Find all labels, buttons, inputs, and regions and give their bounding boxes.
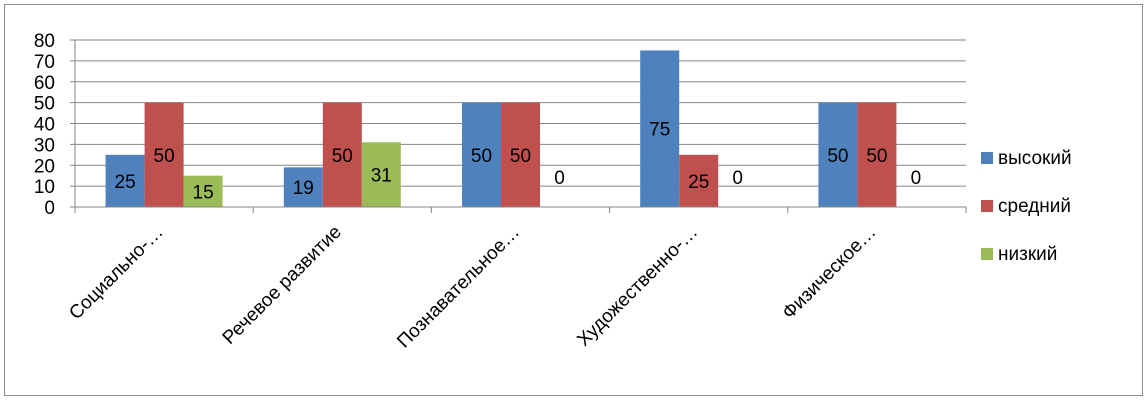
legend-swatch: [981, 152, 993, 164]
y-tick-label: 20: [34, 156, 55, 177]
data-label: 50: [154, 146, 175, 167]
bars: [105, 50, 897, 207]
data-label: 25: [688, 172, 709, 193]
bar: [501, 102, 540, 207]
bar: [144, 102, 184, 207]
data-label: 0: [554, 168, 565, 189]
x-tick-label: Физическое…: [779, 222, 881, 324]
legend-label: низкий: [998, 244, 1057, 265]
legend-label: высокий: [998, 148, 1072, 169]
bar: [283, 167, 323, 207]
y-tick-label: 10: [34, 177, 55, 198]
bar: [818, 102, 858, 207]
bar: [322, 102, 362, 207]
x-tick-label: Речевое развитие: [219, 222, 346, 349]
bar: [679, 154, 719, 207]
data-label: 75: [649, 120, 670, 141]
legend-swatch: [981, 248, 993, 260]
data-label: 31: [371, 166, 392, 187]
legend-swatch: [981, 200, 993, 212]
y-tick-label: 30: [34, 135, 55, 156]
legend-label: средний: [998, 196, 1071, 217]
bar: [361, 142, 401, 207]
bar: [462, 102, 501, 207]
y-tick-label: 80: [34, 31, 55, 52]
bar: [857, 102, 897, 207]
y-tick-label: 70: [34, 52, 55, 73]
data-label: 50: [471, 146, 492, 167]
data-label: 50: [510, 146, 531, 167]
y-tick-label: 50: [34, 94, 55, 115]
data-label: 25: [115, 172, 136, 193]
bar: [640, 50, 680, 207]
data-label: 15: [193, 182, 214, 203]
bar: [105, 154, 145, 207]
x-tick-label: Познавательное…: [393, 222, 524, 353]
legend: высокий средний низкий: [981, 148, 1072, 265]
data-label: 0: [911, 168, 922, 189]
y-tick-label: 60: [34, 73, 55, 94]
bar: [183, 175, 223, 207]
data-label: 50: [332, 146, 353, 167]
data-label: 0: [732, 168, 743, 189]
y-tick-label: 40: [34, 115, 55, 136]
data-label: 50: [827, 146, 848, 167]
data-labels: 25 50 15 19 50 31 50 50 0 75 25 0 50 50 0: [115, 120, 922, 204]
x-tick-label: Художественно-…: [573, 222, 702, 351]
data-label: 19: [293, 178, 314, 199]
y-tick-label: 0: [44, 198, 55, 219]
data-label: 50: [866, 146, 887, 167]
x-tick-label: Социально-…: [65, 222, 167, 324]
